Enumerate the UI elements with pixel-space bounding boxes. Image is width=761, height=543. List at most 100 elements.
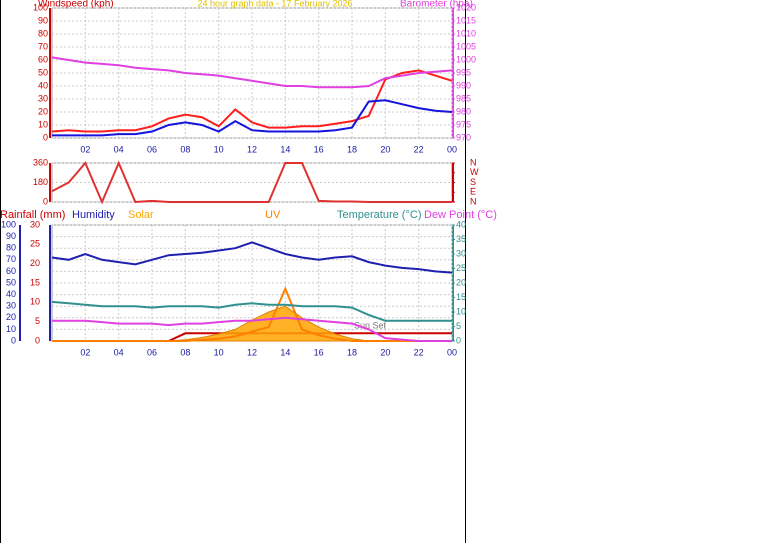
y-tick-label: 70	[38, 41, 48, 51]
legend-label: Dew Point (°C)	[424, 209, 497, 221]
y-tick-label: 180	[33, 177, 48, 187]
y-tick-label: 0	[43, 132, 48, 142]
y3-tick-label: 10	[30, 297, 40, 307]
y-tick-label: 100	[33, 2, 48, 12]
y2-tick-label: 980	[456, 106, 471, 116]
x-tick-label: 20	[380, 347, 390, 357]
y2-tick-label: E	[470, 187, 476, 197]
x-tick-label: 02	[80, 347, 90, 357]
y2-tick-label: 25	[456, 263, 466, 273]
x-tick-label: 16	[314, 347, 324, 357]
x-tick-label: 20	[380, 144, 390, 154]
x-tick-label: 08	[180, 347, 190, 357]
x-tick-label: 22	[414, 144, 424, 154]
x-tick-label: 22	[414, 347, 424, 357]
y-tick-label: 20	[38, 106, 48, 116]
y-tick-label: 60	[6, 266, 16, 276]
series-line	[51, 56, 453, 89]
y-tick-label: 20	[6, 312, 16, 322]
series-line	[51, 160, 452, 205]
y2-tick-label: 1010	[456, 28, 476, 38]
y-tick-label: 60	[38, 54, 48, 64]
y2-tick-label: 15	[456, 292, 466, 302]
legend-label: Solar	[128, 209, 154, 221]
y-tick-label: 50	[6, 277, 16, 287]
y-tick-label: 40	[38, 80, 48, 90]
y-tick-label: 100	[1, 219, 16, 229]
legend-label: Rainfall (mm)	[0, 209, 65, 221]
x-tick-label: 08	[180, 144, 190, 154]
y2-tick-label: S	[470, 177, 476, 187]
y3-tick-label: 5	[35, 316, 40, 326]
y-tick-label: 40	[6, 289, 16, 299]
chart-title: 24 hour graph data - 17 February 2026	[197, 0, 352, 8]
x-tick-label: 06	[147, 144, 157, 154]
series-line	[51, 300, 452, 322]
x-tick-label: 12	[247, 347, 257, 357]
series-line	[52, 316, 452, 342]
y2-tick-label: 20	[456, 277, 466, 287]
y2-tick-label: 985	[456, 93, 471, 103]
y2-tick-label: N	[470, 157, 477, 167]
x-tick-label: 14	[280, 347, 290, 357]
y-tick-label: 90	[38, 15, 48, 25]
x-tick-label: 00	[447, 144, 457, 154]
y-tick-label: 0	[11, 335, 16, 345]
y2-tick-label: 1005	[456, 41, 476, 51]
y2-tick-label: 40	[456, 219, 466, 229]
y2-tick-label: 0	[456, 335, 461, 345]
series-line	[51, 241, 453, 274]
x-tick-label: 00	[447, 347, 457, 357]
x-tick-label: 12	[247, 144, 257, 154]
y-tick-label: 360	[33, 157, 48, 167]
series-line	[51, 69, 453, 133]
series-line	[52, 99, 453, 137]
y2-tick-label: 995	[456, 67, 471, 77]
y2-tick-label: 975	[456, 119, 471, 129]
x-tick-label: 04	[114, 347, 124, 357]
y2-tick-label: 30	[456, 248, 466, 258]
y2-tick-label: 1020	[456, 2, 476, 12]
y-tick-label: 90	[6, 231, 16, 241]
x-tick-label: 14	[280, 144, 290, 154]
y-tick-label: 80	[38, 28, 48, 38]
x-tick-label: 16	[314, 144, 324, 154]
y-tick-label: 70	[6, 254, 16, 264]
x-tick-label: 18	[347, 144, 357, 154]
y2-tick-label: W	[470, 167, 479, 177]
legend-label: Humidity	[72, 209, 115, 221]
series-line	[52, 286, 452, 342]
x-tick-label: 04	[114, 144, 124, 154]
y-tick-label: 50	[38, 67, 48, 77]
y3-tick-label: 0	[35, 335, 40, 345]
y2-tick-label: N	[470, 196, 477, 206]
y-tick-label: 30	[6, 301, 16, 311]
y3-tick-label: 25	[30, 239, 40, 249]
y2-tick-label: 5	[456, 321, 461, 331]
y2-tick-label: 1015	[456, 15, 476, 25]
y-axis-label: Windspeed (kph)	[38, 0, 114, 10]
y2-tick-label: 1000	[456, 54, 476, 64]
legend-label: UV	[265, 209, 281, 221]
y3-tick-label: 15	[30, 277, 40, 287]
y-tick-label: 10	[38, 119, 48, 129]
y2-tick-label: 970	[456, 132, 471, 142]
x-tick-label: 18	[347, 347, 357, 357]
y-tick-label: 80	[6, 243, 16, 253]
y2-tick-label: 35	[456, 234, 466, 244]
y2-tick-label: 10	[456, 306, 466, 316]
y-tick-label: 30	[38, 93, 48, 103]
x-tick-label: 10	[214, 347, 224, 357]
annotation: Sun Set	[354, 320, 387, 330]
y3-tick-label: 20	[30, 258, 40, 268]
y-tick-label: 0	[43, 196, 48, 206]
x-tick-label: 10	[214, 144, 224, 154]
y-tick-label: 10	[6, 324, 16, 334]
x-tick-label: 06	[147, 347, 157, 357]
y2-tick-label: 990	[456, 80, 471, 90]
x-tick-label: 02	[80, 144, 90, 154]
y3-tick-label: 30	[30, 219, 40, 229]
legend-label: Temperature (°C)	[337, 209, 421, 221]
